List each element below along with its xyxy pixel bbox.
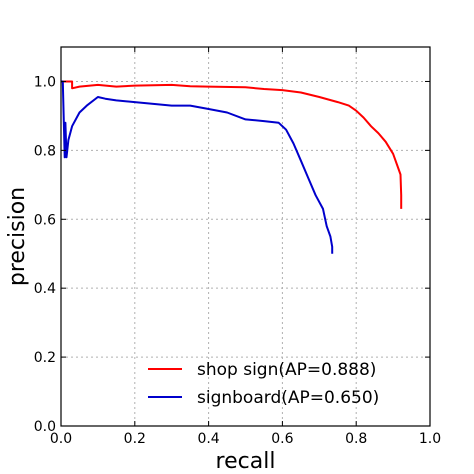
x-tick-label: 0.2 — [124, 431, 146, 447]
x-tick-label: 0.8 — [345, 431, 367, 447]
x-axis-ticks: 0.0 0.2 0.4 0.6 0.8 1.0 — [50, 47, 441, 447]
series-line-0 — [61, 80, 403, 209]
y-tick-label: 0.8 — [34, 143, 56, 159]
y-axis-label: precision — [5, 187, 30, 286]
x-tick-label: 1.0 — [419, 431, 441, 447]
legend-entry-1: signboard(AP=0.650) — [197, 388, 379, 408]
y-tick-label: 1.0 — [34, 74, 56, 90]
series-line-1 — [61, 80, 334, 254]
plot-frame — [60, 46, 431, 427]
x-axis-label: recall — [216, 449, 276, 474]
y-tick-label: 0.2 — [34, 350, 56, 366]
x-tick-label: 0.4 — [197, 431, 219, 447]
x-tick-label: 0.0 — [50, 431, 72, 447]
legend: shop sign(AP=0.888) signboard(AP=0.650) — [148, 360, 379, 408]
y-tick-label: 0.6 — [34, 212, 56, 228]
plot-series — [61, 80, 403, 254]
x-tick-label: 0.6 — [271, 431, 293, 447]
y-axis-ticks: 0.0 0.2 0.4 0.6 0.8 1.0 — [34, 74, 430, 435]
y-tick-label: 0.4 — [34, 281, 56, 297]
legend-entry-0: shop sign(AP=0.888) — [197, 360, 376, 380]
y-tick-label: 0.0 — [34, 419, 56, 435]
